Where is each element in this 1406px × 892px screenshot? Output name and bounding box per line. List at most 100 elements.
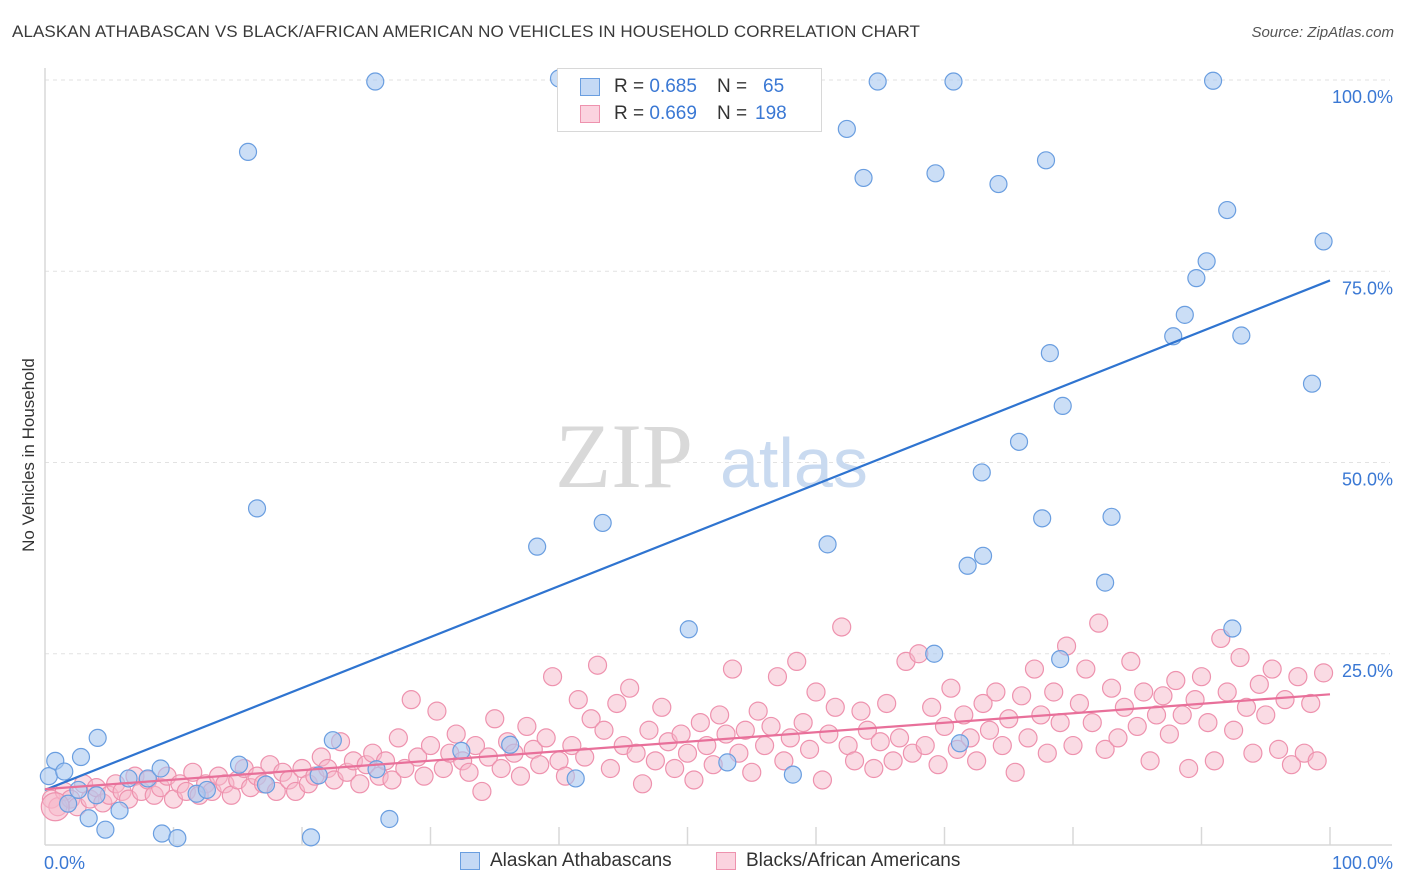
data-point-athabascan xyxy=(380,809,399,829)
data-point-athabascan xyxy=(151,759,170,778)
data-point-athabascan xyxy=(837,119,856,139)
data-point-black xyxy=(1153,686,1173,706)
data-point-black xyxy=(414,766,434,786)
data-point-black xyxy=(652,697,672,717)
data-point-athabascan xyxy=(71,747,91,767)
data-point-black xyxy=(812,770,833,790)
data-point-athabascan xyxy=(783,765,802,784)
data-point-black xyxy=(1281,755,1302,775)
bottom-legend-label: Blacks/African Americans xyxy=(746,850,961,871)
data-point-black xyxy=(1082,712,1102,733)
data-point-black xyxy=(767,667,788,687)
data-point-black xyxy=(1191,667,1212,687)
data-point-black xyxy=(1089,613,1109,633)
data-point-black xyxy=(684,770,704,790)
data-point-athabascan xyxy=(1053,396,1072,415)
data-point-black xyxy=(793,712,813,733)
data-point-black xyxy=(877,693,897,714)
data-point-black xyxy=(774,751,794,771)
legend-swatch-blue xyxy=(580,78,600,96)
data-point-black xyxy=(671,724,691,744)
bottom-legend-athabascan: Alaskan Athabascans xyxy=(460,850,672,872)
data-point-athabascan xyxy=(1187,269,1206,288)
data-point-black xyxy=(472,781,492,802)
data-point-black xyxy=(954,705,974,725)
series-alaskan-athabascans xyxy=(39,69,1333,848)
data-point-black xyxy=(1011,686,1032,706)
data-point-athabascan xyxy=(1302,374,1322,393)
legend-r-label: R = xyxy=(614,76,645,97)
data-point-athabascan xyxy=(1040,344,1059,363)
bottom-legend-swatch-pink xyxy=(716,852,736,870)
source-label: Source: ZipAtlas.com xyxy=(1251,24,1394,41)
data-point-black xyxy=(883,751,903,771)
data-point-athabascan xyxy=(88,728,107,748)
data-point-black xyxy=(446,724,466,744)
data-point-black xyxy=(832,617,852,637)
data-point-athabascan xyxy=(1009,432,1029,451)
data-point-athabascan xyxy=(1218,200,1237,220)
data-point-black xyxy=(510,766,531,786)
x-tick-label-max: 100.0% xyxy=(1332,853,1393,873)
data-point-black xyxy=(857,720,878,740)
data-point-athabascan xyxy=(87,786,106,805)
watermark: ZIP atlas xyxy=(555,405,868,507)
data-point-athabascan xyxy=(1036,151,1056,170)
data-point-athabascan xyxy=(229,755,249,774)
data-point-black xyxy=(941,678,961,698)
data-point-black xyxy=(735,720,755,740)
x-tick-label-min: 0.0% xyxy=(44,853,85,873)
legend-r-label: R = xyxy=(614,103,645,124)
data-point-black xyxy=(607,693,627,714)
data-point-athabascan xyxy=(168,829,187,848)
data-point-black xyxy=(536,728,556,748)
data-point-athabascan xyxy=(1102,507,1121,526)
tick-labels: 100.0% 75.0% 50.0% 25.0% 0.0% 100.0% xyxy=(44,87,1393,873)
data-point-athabascan xyxy=(1096,573,1115,592)
data-point-athabascan xyxy=(1223,619,1242,638)
data-point-black xyxy=(1063,735,1083,756)
trend-line-athabascan xyxy=(44,279,1331,791)
data-point-black xyxy=(986,682,1006,702)
legend-n-value: 198 xyxy=(755,103,787,124)
data-point-athabascan xyxy=(152,824,172,843)
data-point-black xyxy=(575,747,595,767)
data-point-black xyxy=(1256,705,1276,725)
data-point-black xyxy=(992,735,1012,756)
data-point-black xyxy=(742,762,762,782)
data-point-black xyxy=(1224,720,1244,740)
data-point-black xyxy=(401,690,421,710)
data-point-black xyxy=(581,709,601,729)
data-point-athabascan xyxy=(973,546,993,565)
data-point-black xyxy=(1198,712,1218,733)
y-tick-label: 100.0% xyxy=(1332,87,1393,107)
data-point-black xyxy=(639,720,659,740)
data-point-black xyxy=(1249,674,1269,694)
data-point-athabascan xyxy=(868,72,887,91)
legend-n-label: N = xyxy=(716,103,748,124)
data-point-black xyxy=(799,739,820,759)
legend-r-value: 0.685 xyxy=(649,76,697,97)
data-point-athabascan xyxy=(1314,232,1333,251)
data-point-black xyxy=(350,774,370,794)
data-point-black xyxy=(1108,728,1128,748)
data-point-athabascan xyxy=(39,767,58,786)
data-point-black xyxy=(1121,651,1141,672)
data-point-athabascan xyxy=(110,801,129,820)
data-point-black xyxy=(979,720,1000,740)
data-point-athabascan xyxy=(1197,252,1216,271)
legend-n-label: N = xyxy=(716,76,748,97)
data-point-black xyxy=(722,659,743,679)
data-point-athabascan xyxy=(1051,650,1070,669)
data-point-athabascan xyxy=(854,168,873,188)
data-point-black xyxy=(677,743,698,763)
data-point-black xyxy=(934,716,955,737)
legend-swatch-pink xyxy=(580,105,600,123)
data-point-black xyxy=(1069,693,1090,714)
data-point-black xyxy=(1301,693,1321,714)
data-point-athabascan xyxy=(238,142,258,162)
data-point-athabascan xyxy=(926,164,945,183)
data-point-black xyxy=(851,701,871,721)
data-point-black xyxy=(1230,647,1250,668)
